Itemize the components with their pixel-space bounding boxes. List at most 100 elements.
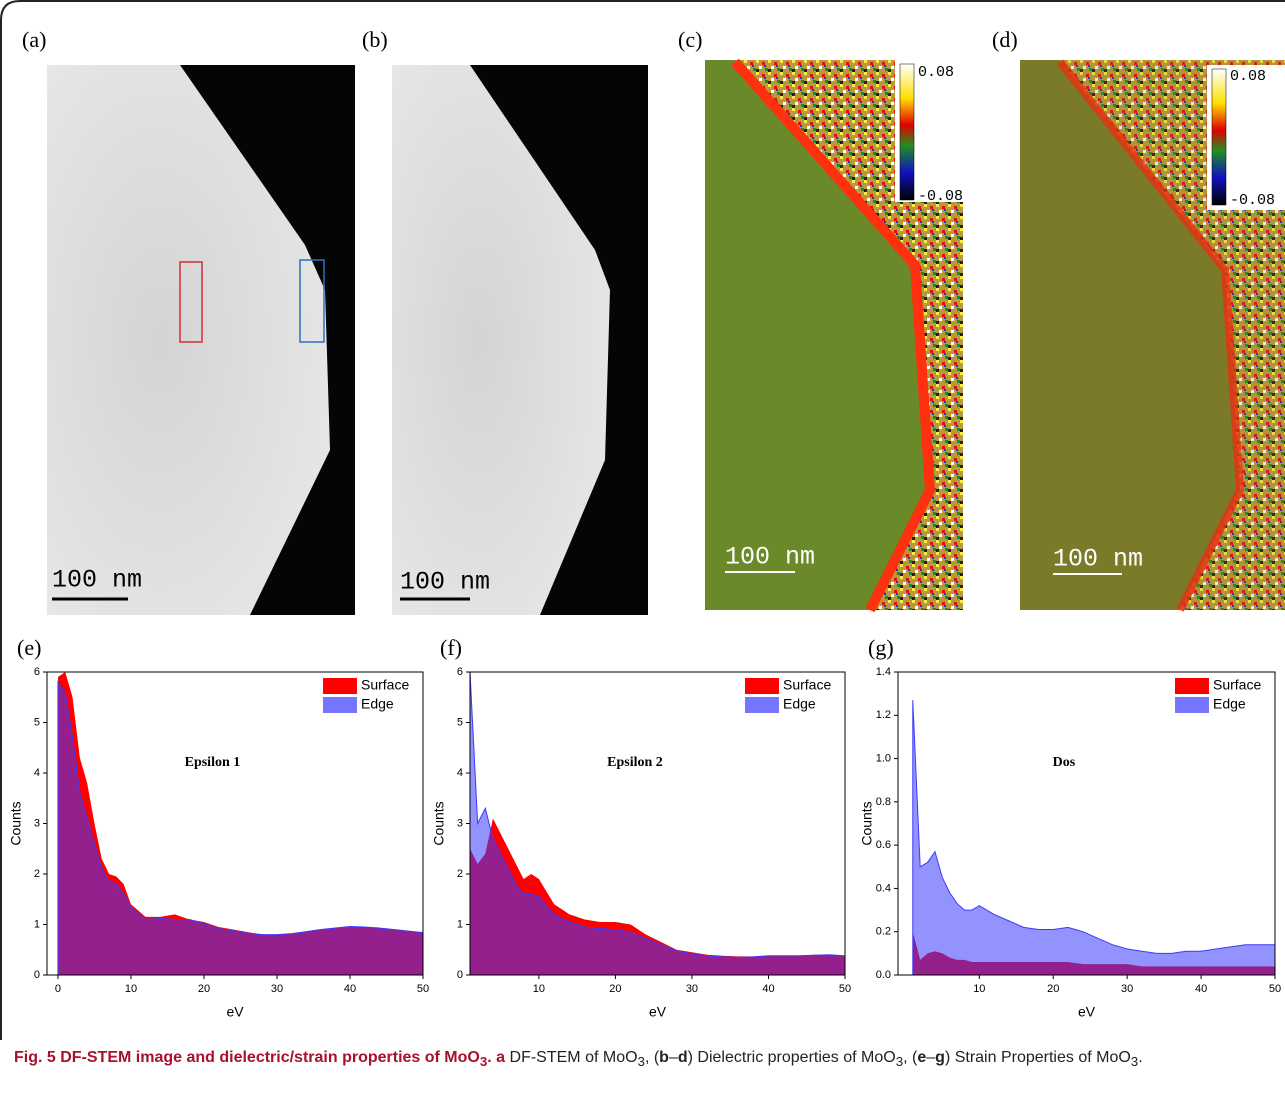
caption-text: ) Dielectric properties of MoO — [688, 1049, 896, 1066]
colorbar-label: -0.08 — [918, 188, 963, 205]
y-tick-label: 1 — [457, 918, 463, 930]
y-tick-label: 0.6 — [876, 839, 891, 851]
caption: Fig. 5 DF-STEM image and dielectric/stra… — [14, 1046, 1274, 1073]
legend-label: Surface — [783, 677, 831, 693]
y-tick-label: 3 — [457, 817, 463, 829]
caption-text: – — [669, 1049, 678, 1066]
y-tick-label: 0 — [457, 969, 463, 981]
y-axis-label: Counts — [431, 801, 447, 845]
x-axis-label: eV — [649, 1004, 667, 1020]
y-tick-label: 0.2 — [876, 926, 891, 938]
y-tick-label: 6 — [34, 666, 40, 678]
caption-text: . a — [487, 1049, 505, 1066]
y-tick-label: 2 — [34, 868, 40, 880]
area — [470, 672, 845, 975]
panel-label: (a) — [22, 27, 46, 52]
x-tick-label: 20 — [198, 983, 210, 995]
caption-text: , ( — [903, 1049, 917, 1066]
y-tick-label: 0.0 — [876, 969, 891, 981]
colorbar-label: 0.08 — [918, 64, 954, 81]
caption-text: d — [678, 1049, 688, 1066]
x-tick-label: 50 — [839, 983, 851, 995]
y-tick-label: 5 — [457, 716, 463, 728]
scale-label: 100 nm — [725, 543, 815, 572]
caption-text: e — [917, 1049, 926, 1066]
y-tick-label: 4 — [457, 767, 463, 779]
x-tick-label: 0 — [55, 983, 61, 995]
x-tick-label: 30 — [686, 983, 698, 995]
caption-text: b — [659, 1049, 669, 1066]
legend-label: Edge — [361, 696, 394, 712]
annotation: Dos — [1053, 755, 1076, 770]
x-tick-label: 10 — [533, 983, 545, 995]
colorbar — [900, 64, 914, 200]
legend-swatch — [745, 678, 779, 694]
x-tick-label: 50 — [1269, 983, 1281, 995]
x-tick-label: 30 — [1121, 983, 1133, 995]
legend-swatch — [323, 697, 357, 713]
caption-text: 3 — [638, 1054, 645, 1069]
x-tick-label: 40 — [344, 983, 356, 995]
annotation: Epsilon 2 — [607, 755, 663, 770]
x-axis-label: eV — [1078, 1004, 1096, 1020]
caption-text: , ( — [645, 1049, 659, 1066]
x-axis-label: eV — [226, 1004, 244, 1020]
panel-label: (d) — [992, 27, 1018, 52]
body: (a) 100 nm (b) 100 nm (c) 0.08 -0.08 100… — [0, 0, 1285, 1100]
scale-label: 100 nm — [1053, 545, 1143, 574]
legend-swatch — [745, 697, 779, 713]
scale-label: 100 nm — [52, 566, 142, 595]
x-tick-label: 10 — [973, 983, 985, 995]
caption-text: DF-STEM of MoO — [505, 1049, 637, 1066]
caption-title: Fig. 5 DF-STEM image and dielectric/stra… — [14, 1049, 505, 1066]
legend-label: Edge — [783, 696, 816, 712]
annotation: Epsilon 1 — [185, 755, 241, 770]
area — [913, 700, 1275, 975]
legend-label: Surface — [1213, 677, 1261, 693]
y-tick-label: 1 — [34, 918, 40, 930]
caption-text: 3 — [896, 1054, 903, 1069]
x-tick-label: 40 — [762, 983, 774, 995]
x-tick-label: 10 — [125, 983, 137, 995]
legend-swatch — [1175, 678, 1209, 694]
y-tick-label: 1.2 — [876, 709, 891, 721]
x-tick-label: 20 — [609, 983, 621, 995]
x-tick-label: 50 — [417, 983, 429, 995]
panel-label: (f) — [440, 635, 462, 660]
figure: (a) 100 nm (b) 100 nm (c) 0.08 -0.08 100… — [0, 0, 1285, 1100]
y-tick-label: 4 — [34, 767, 40, 779]
panel-label: (b) — [362, 27, 388, 52]
y-axis-label: Counts — [859, 801, 875, 845]
scale-label: 100 nm — [400, 568, 490, 597]
y-tick-label: 0.4 — [876, 882, 891, 894]
legend-label: Surface — [361, 677, 409, 693]
x-tick-label: 40 — [1195, 983, 1207, 995]
caption-text: – — [926, 1049, 935, 1066]
legend-swatch — [323, 678, 357, 694]
page: Fig. 5 {"images": [ {"label": "(a)", "sc… — [0, 0, 1285, 1100]
panel-label: (g) — [868, 635, 894, 660]
x-tick-label: 30 — [271, 983, 283, 995]
y-tick-label: 5 — [34, 716, 40, 728]
colorbar-label: 0.08 — [1230, 68, 1266, 85]
panel-label: (c) — [678, 27, 702, 52]
x-tick-label: 20 — [1047, 983, 1059, 995]
y-tick-label: 6 — [457, 666, 463, 678]
caption-text: . — [1138, 1049, 1142, 1066]
y-axis-label: Counts — [8, 801, 24, 845]
y-tick-label: 0 — [34, 969, 40, 981]
y-tick-label: 2 — [457, 868, 463, 880]
y-tick-label: 0.8 — [876, 796, 891, 808]
panel-label: (e) — [17, 635, 41, 660]
caption-text: Fig. 5 DF-STEM image and dielectric/stra… — [14, 1049, 480, 1066]
y-tick-label: 1.0 — [876, 752, 891, 764]
legend-label: Edge — [1213, 696, 1246, 712]
colorbar — [1212, 69, 1226, 205]
legend-swatch — [1175, 697, 1209, 713]
y-tick-label: 3 — [34, 817, 40, 829]
caption-text: ) Strain Properties of MoO — [945, 1049, 1131, 1066]
caption-text: g — [935, 1049, 945, 1066]
y-tick-label: 1.4 — [876, 666, 891, 678]
colorbar-label: -0.08 — [1230, 192, 1275, 209]
